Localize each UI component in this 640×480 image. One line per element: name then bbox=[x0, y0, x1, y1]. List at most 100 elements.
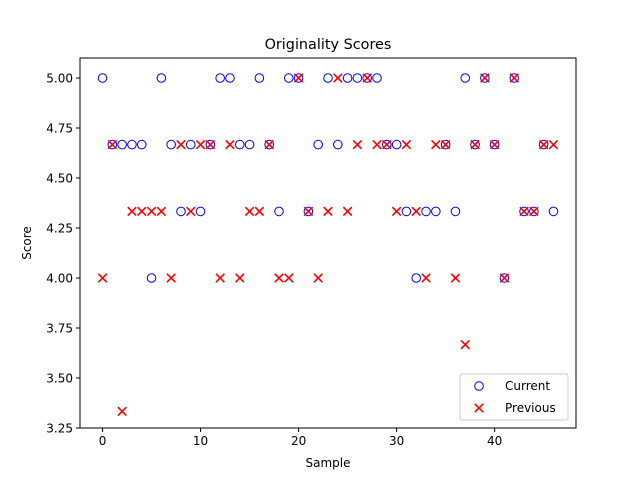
data-point-circle-marker bbox=[185, 139, 196, 150]
y-tick-label: 3.25 bbox=[46, 421, 73, 435]
data-point-x-marker bbox=[489, 139, 500, 150]
data-point-x-marker bbox=[519, 206, 529, 217]
data-point-circle-marker bbox=[215, 73, 225, 83]
x-tick-label: 10 bbox=[193, 434, 208, 448]
data-point-circle-marker bbox=[146, 273, 157, 283]
data-point-circle-marker bbox=[538, 139, 549, 150]
plot-frame bbox=[79, 57, 577, 429]
data-point-x-marker bbox=[97, 273, 108, 283]
data-point-x-marker bbox=[176, 139, 186, 150]
data-point-x-marker bbox=[235, 273, 245, 283]
data-point-circle-marker bbox=[480, 73, 490, 83]
data-point-circle-marker bbox=[136, 139, 147, 150]
data-point-x-marker bbox=[136, 206, 147, 217]
data-point-circle-marker bbox=[283, 73, 294, 83]
data-point-x-marker bbox=[411, 206, 421, 217]
data-point-x-marker bbox=[333, 73, 343, 83]
data-point-circle-marker bbox=[274, 206, 284, 217]
data-point-x-marker bbox=[244, 206, 255, 217]
chart-title: Originality Scores bbox=[265, 37, 392, 53]
data-point-circle-marker bbox=[195, 206, 206, 217]
data-point-x-marker bbox=[421, 273, 431, 283]
data-point-circle-marker bbox=[303, 206, 314, 217]
data-point-x-marker bbox=[538, 139, 549, 150]
data-point-circle-marker bbox=[401, 206, 412, 217]
data-point-circle-marker bbox=[352, 73, 363, 83]
data-point-x-marker bbox=[480, 73, 490, 83]
data-point-circle-marker bbox=[323, 73, 333, 83]
data-point-x-marker bbox=[117, 406, 127, 417]
legend-current-marker bbox=[474, 381, 484, 391]
y-tick-label: 4.50 bbox=[46, 171, 73, 185]
data-point-x-marker bbox=[313, 273, 323, 283]
data-point-circle-marker bbox=[264, 139, 274, 150]
data-point-x-marker bbox=[342, 206, 353, 217]
y-axis: 3.25 3.50 3.75 4.00 4.25 4.50 4.75 5.00 bbox=[46, 71, 80, 435]
data-point-circle-marker bbox=[176, 206, 186, 217]
data-point-x-marker bbox=[460, 339, 470, 350]
data-point-circle-marker bbox=[529, 206, 539, 217]
data-point-circle-marker bbox=[293, 73, 304, 83]
y-tick-label: 3.75 bbox=[46, 321, 73, 335]
data-point-circle-marker bbox=[313, 139, 323, 150]
data-point-x-marker bbox=[225, 139, 235, 150]
data-point-x-marker bbox=[205, 139, 216, 150]
data-point-circle-marker bbox=[117, 139, 127, 150]
data-point-circle-marker bbox=[519, 206, 529, 217]
data-point-circle-marker bbox=[460, 73, 471, 83]
data-point-x-marker bbox=[215, 273, 225, 283]
legend-current-label: Current bbox=[505, 379, 550, 393]
data-point-circle-marker bbox=[342, 73, 353, 83]
data-point-x-marker bbox=[284, 273, 294, 283]
data-point-x-marker bbox=[195, 139, 206, 150]
data-point-circle-marker bbox=[362, 73, 373, 83]
legend-box bbox=[459, 373, 569, 421]
y-axis-label: Score bbox=[20, 226, 34, 260]
data-point-x-marker bbox=[303, 206, 314, 217]
data-point-x-marker bbox=[529, 206, 539, 217]
x-axis: 0 10 20 30 40 bbox=[99, 428, 502, 448]
data-point-x-marker bbox=[107, 139, 118, 150]
data-point-x-marker bbox=[548, 139, 559, 150]
legend-previous-label: Previous bbox=[505, 401, 556, 415]
legend-previous-marker bbox=[474, 403, 484, 413]
data-point-x-marker bbox=[186, 206, 196, 217]
data-point-circle-marker bbox=[489, 139, 500, 150]
data-point-circle-marker bbox=[548, 206, 559, 217]
data-point-circle-marker bbox=[421, 206, 431, 217]
data-point-x-marker bbox=[431, 139, 441, 150]
x-tick-label: 0 bbox=[99, 434, 107, 448]
data-point-x-marker bbox=[401, 139, 412, 150]
data-point-circle-marker bbox=[391, 139, 402, 150]
data-point-x-marker bbox=[499, 273, 510, 283]
data-point-circle-marker bbox=[372, 73, 382, 83]
data-point-circle-marker bbox=[244, 139, 255, 150]
data-point-circle-marker bbox=[470, 139, 480, 150]
data-point-x-marker bbox=[156, 206, 167, 217]
data-point-x-marker bbox=[146, 206, 157, 217]
data-point-circle-marker bbox=[225, 73, 235, 83]
y-tick-label: 4.25 bbox=[46, 221, 73, 235]
data-point-x-marker bbox=[509, 73, 520, 83]
data-point-x-marker bbox=[264, 139, 274, 150]
data-point-circle-marker bbox=[450, 206, 461, 217]
plot-area bbox=[80, 58, 576, 428]
data-point-circle-marker bbox=[499, 273, 510, 283]
data-point-x-marker bbox=[382, 139, 392, 150]
data-point-x-marker bbox=[293, 73, 304, 83]
data-point-circle-marker bbox=[97, 73, 108, 83]
data-point-x-marker bbox=[450, 273, 461, 283]
series-layer bbox=[97, 73, 559, 417]
series-current bbox=[97, 73, 559, 283]
y-tick-label: 4.00 bbox=[46, 271, 73, 285]
data-point-x-marker bbox=[127, 206, 137, 217]
data-point-x-marker bbox=[274, 273, 284, 283]
data-point-circle-marker bbox=[509, 73, 520, 83]
data-point-circle-marker bbox=[166, 139, 176, 150]
series-previous bbox=[97, 73, 559, 417]
data-point-x-marker bbox=[352, 139, 363, 150]
data-point-circle-marker bbox=[440, 139, 451, 150]
x-axis-label: Sample bbox=[306, 456, 351, 470]
data-point-circle-marker bbox=[107, 139, 118, 150]
